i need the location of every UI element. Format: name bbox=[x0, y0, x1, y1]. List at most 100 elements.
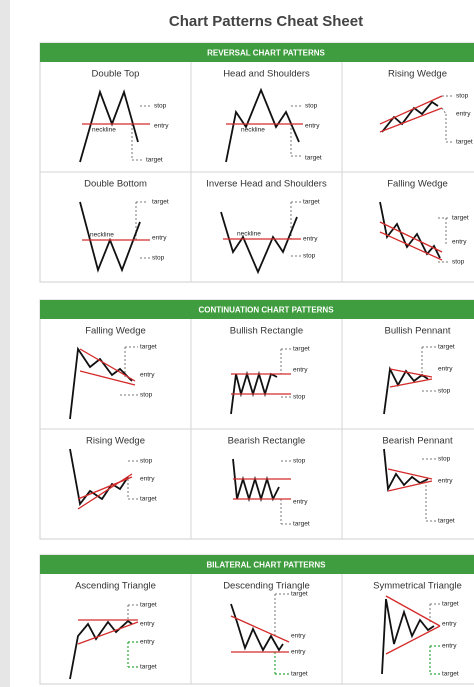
sheet-title: Chart Patterns Cheat Sheet bbox=[169, 13, 363, 30]
section-heading: REVERSAL CHART PATTERNS bbox=[207, 49, 325, 58]
pattern-name: Symmetrical Triangle bbox=[373, 581, 462, 592]
pattern-label: stop bbox=[438, 388, 451, 395]
pattern-label: entry bbox=[303, 236, 318, 243]
pattern-label: stop bbox=[154, 103, 167, 110]
price-path bbox=[381, 598, 435, 675]
page-edge bbox=[0, 0, 10, 687]
pattern-label: entry bbox=[293, 499, 308, 506]
price-path bbox=[69, 619, 133, 680]
trend-line bbox=[77, 476, 133, 500]
pattern-name: Falling Wedge bbox=[387, 179, 448, 190]
trend-line bbox=[379, 95, 443, 125]
price-path bbox=[220, 211, 298, 275]
pattern-label: entry bbox=[438, 366, 453, 373]
pattern-label: entry bbox=[291, 649, 306, 656]
pattern-name: Falling Wedge bbox=[85, 326, 146, 337]
pattern-label: target bbox=[452, 215, 469, 222]
section-header-bar bbox=[40, 300, 474, 319]
pattern-label: entry bbox=[452, 239, 467, 246]
pattern-label: entry bbox=[456, 111, 471, 118]
pattern-label: neckline bbox=[237, 231, 261, 238]
pattern-label: entry bbox=[140, 639, 155, 646]
pattern-label: entry bbox=[291, 633, 306, 640]
section-header-bar bbox=[40, 43, 474, 62]
pattern-label: stop bbox=[140, 392, 153, 399]
trend-line bbox=[387, 468, 433, 480]
pattern-label: target bbox=[140, 344, 157, 351]
dashed-guide bbox=[441, 107, 447, 115]
pattern-label: stop bbox=[305, 103, 318, 110]
price-path bbox=[225, 87, 300, 163]
price-path bbox=[69, 346, 133, 420]
pattern-label: stop bbox=[438, 456, 451, 463]
trend-line bbox=[379, 231, 443, 261]
pattern-label: stop bbox=[456, 93, 469, 100]
pattern-label: stop bbox=[140, 458, 153, 465]
pattern-name: Rising Wedge bbox=[388, 69, 447, 80]
pattern-name: Bullish Rectangle bbox=[230, 326, 303, 337]
pattern-label: target bbox=[293, 346, 310, 353]
pattern-label: neckline bbox=[90, 232, 114, 239]
section-header-bar bbox=[40, 555, 474, 574]
section-heading: CONTINUATION CHART PATTERNS bbox=[198, 306, 334, 315]
trend-line bbox=[385, 625, 441, 655]
pattern-label: stop bbox=[293, 394, 306, 401]
trend-line bbox=[389, 378, 433, 388]
trend-line bbox=[379, 221, 443, 253]
pattern-name: Double Top bbox=[92, 69, 140, 80]
trend-line bbox=[79, 370, 136, 386]
pattern-label: entry bbox=[293, 367, 308, 374]
trend-line bbox=[230, 615, 290, 643]
trend-line bbox=[387, 480, 433, 492]
price-path bbox=[383, 448, 429, 493]
pattern-label: entry bbox=[152, 235, 167, 242]
pattern-label: target bbox=[456, 139, 473, 146]
pattern-label: target bbox=[152, 199, 169, 206]
pattern-label: entry bbox=[438, 478, 453, 485]
pattern-label: target bbox=[140, 496, 157, 503]
pattern-label: target bbox=[291, 591, 308, 598]
pattern-label: entry bbox=[140, 621, 155, 628]
pattern-label: target bbox=[303, 199, 320, 206]
pattern-label: target bbox=[442, 601, 459, 608]
pattern-name: Ascending Triangle bbox=[75, 581, 156, 592]
pattern-label: target bbox=[140, 664, 157, 671]
trend-line bbox=[379, 107, 443, 133]
price-path bbox=[69, 448, 129, 507]
pattern-label: entry bbox=[442, 643, 457, 650]
trend-line bbox=[79, 348, 136, 382]
pattern-label: target bbox=[291, 671, 308, 678]
pattern-name: Descending Triangle bbox=[223, 581, 310, 592]
pattern-name: Bearish Pennant bbox=[382, 436, 453, 447]
pattern-label: stop bbox=[293, 458, 306, 465]
pattern-label: entry bbox=[140, 476, 155, 483]
trend-line bbox=[389, 368, 433, 378]
pattern-label: entry bbox=[442, 621, 457, 628]
price-path bbox=[230, 603, 284, 652]
pattern-label: neckline bbox=[92, 127, 116, 134]
pattern-label: target bbox=[140, 602, 157, 609]
pattern-label: stop bbox=[152, 255, 165, 262]
trend-line bbox=[77, 621, 139, 645]
pattern-name: Rising Wedge bbox=[86, 436, 145, 447]
trend-line bbox=[385, 595, 441, 627]
pattern-label: target bbox=[305, 155, 322, 162]
trend-line bbox=[77, 473, 133, 510]
pattern-label: entry bbox=[154, 123, 169, 130]
pattern-label: target bbox=[438, 518, 455, 525]
pattern-label: target bbox=[293, 521, 310, 528]
pattern-label: neckline bbox=[241, 127, 265, 134]
pattern-name: Bullish Pennant bbox=[384, 326, 450, 337]
pattern-label: entry bbox=[140, 372, 155, 379]
section-heading: BILATERAL CHART PATTERNS bbox=[207, 561, 327, 570]
pattern-label: stop bbox=[452, 259, 465, 266]
pattern-label: target bbox=[438, 344, 455, 351]
pattern-name: Inverse Head and Shoulders bbox=[206, 179, 327, 190]
pattern-name: Head and Shoulders bbox=[223, 69, 310, 80]
pattern-label: entry bbox=[305, 123, 320, 130]
pattern-label: target bbox=[146, 157, 163, 164]
pattern-name: Bearish Rectangle bbox=[228, 436, 306, 447]
pattern-label: target bbox=[442, 671, 459, 678]
